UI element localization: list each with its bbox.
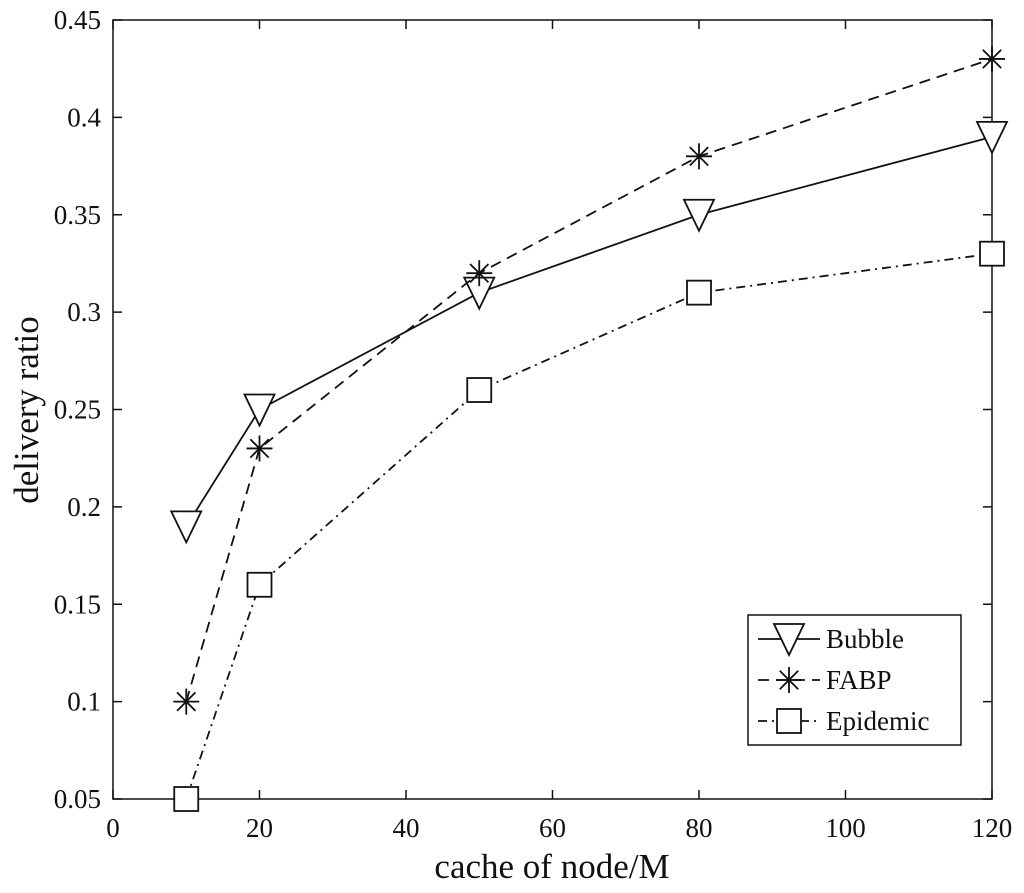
data-point-bubble: [682, 198, 716, 233]
x-axis-title: cache of node/M: [434, 847, 669, 886]
legend: Bubble FABP Epidemic: [747, 614, 962, 746]
series-line-epidemic: [185, 252, 993, 800]
y-tick-label: 0.05: [54, 784, 101, 814]
x-tick-label: 60: [539, 813, 566, 843]
x-tick-label: 0: [106, 813, 120, 843]
legend-marker-fabp: [776, 667, 802, 693]
x-tick-label: 80: [686, 813, 713, 843]
legend-marker-bubble: [772, 623, 806, 658]
data-point-bubble: [975, 120, 1009, 155]
data-point-fabp: [466, 260, 493, 287]
x-tick-label: 20: [246, 813, 273, 843]
data-point-epidemic: [173, 786, 200, 812]
data-point-fabp: [173, 688, 200, 715]
legend-item-bubble: Bubble: [758, 623, 904, 658]
data-point-bubble: [169, 510, 203, 545]
data-point-fabp: [246, 435, 273, 462]
y-tick-label: 0.3: [67, 297, 101, 327]
y-tick-label: 0.35: [54, 200, 101, 230]
y-tick-label: 0.45: [54, 5, 101, 35]
series-epidemic: [173, 240, 1005, 812]
legend-label-fabp: FABP: [826, 665, 892, 695]
x-tick-label: 120: [972, 813, 1013, 843]
data-point-fabp: [979, 45, 1005, 72]
x-tick-label: 100: [825, 813, 866, 843]
y-axis-title: delivery ratio: [7, 316, 46, 504]
y-tick-label: 0.25: [54, 395, 101, 425]
legend-item-fabp: FABP: [758, 665, 892, 695]
y-tick-label: 0.15: [54, 589, 101, 619]
legend-label-bubble: Bubble: [826, 624, 904, 654]
y-tick-label: 0.4: [67, 102, 101, 132]
legend-label-epidemic: Epidemic: [826, 706, 929, 736]
y-tick-label: 0.1: [67, 687, 101, 717]
data-point-epidemic: [246, 571, 273, 598]
series-fabp: [173, 45, 1005, 715]
series-layer: [169, 45, 1009, 812]
data-point-epidemic: [686, 279, 712, 306]
data-point-fabp: [686, 143, 712, 170]
data-point-bubble: [243, 393, 276, 428]
data-point-epidemic: [466, 377, 493, 403]
legend-item-epidemic: Epidemic: [758, 706, 929, 736]
x-tick-label: 40: [393, 813, 420, 843]
y-tick-label: 0.2: [67, 492, 101, 522]
data-point-epidemic: [979, 240, 1005, 267]
legend-marker-epidemic: [776, 708, 802, 734]
axis-ticks: 0 20 40 60 80 100 120 0.05 0.1 0.15 0.2 0.25 0.3 0.35…: [54, 5, 1013, 843]
series-bubble: [169, 120, 1009, 545]
